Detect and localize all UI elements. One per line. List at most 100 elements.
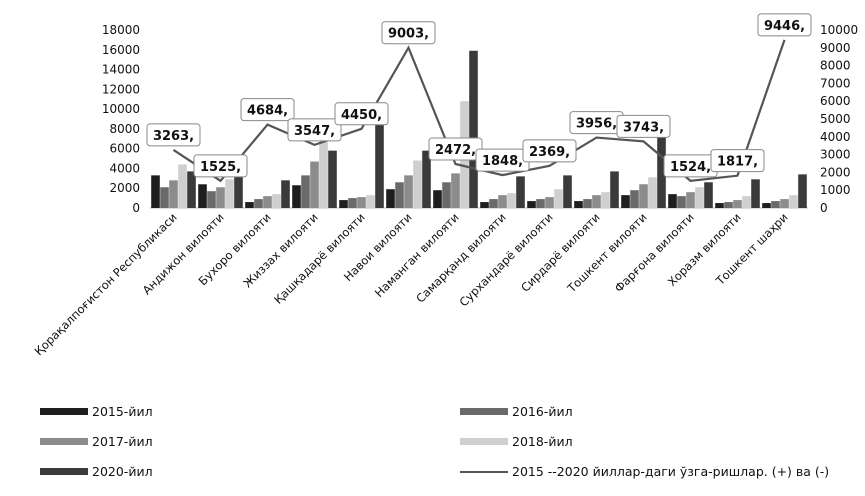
legend-label-2017: 2017-йил: [92, 434, 153, 449]
data-label-text: 3956,: [576, 117, 617, 132]
legend-label-2016: 2016-йил: [512, 404, 573, 419]
data-label-box: [146, 123, 201, 147]
right-tick-label: 0: [820, 201, 828, 215]
bar: [395, 182, 404, 208]
right-tick-label: 4000: [820, 130, 851, 144]
bar: [545, 197, 554, 208]
left-tick-label: 8000: [109, 122, 140, 136]
legend-swatch-2017: [40, 438, 88, 445]
bar: [160, 187, 169, 208]
data-label: 4684,: [240, 98, 295, 122]
bar: [516, 176, 525, 208]
category-label: Тошкент вилояти: [564, 210, 650, 296]
bar: [198, 184, 207, 208]
bar: [187, 171, 196, 208]
legend-item-2017: 2017-йил: [40, 434, 153, 449]
legend-item-2015: 2015-йил: [40, 404, 153, 419]
legend-item-change: 2015 --2020 йиллар-даги ўзга-ришлар. (+)…: [460, 464, 829, 479]
bar: [592, 195, 601, 208]
data-label: 1817,: [710, 149, 765, 173]
data-label-text: 9446,: [764, 19, 805, 34]
bar: [442, 182, 451, 208]
category-label: Сурхандарё вилояти: [456, 210, 555, 309]
data-label: 1848,: [475, 148, 530, 172]
bar: [151, 175, 160, 208]
data-label-box: [287, 118, 342, 142]
category-label: Андижон вилояти: [140, 210, 227, 297]
bar: [648, 177, 657, 208]
left-tick-label: 6000: [109, 142, 140, 156]
bar: [789, 195, 798, 208]
data-label-box: [710, 149, 765, 173]
data-label-box: [522, 139, 577, 163]
data-label-text: 4684,: [247, 104, 288, 119]
bar: [169, 180, 178, 208]
bar: [677, 196, 686, 208]
bar: [292, 185, 301, 208]
legend-item-2020: 2020-йил: [40, 464, 153, 479]
bar: [348, 198, 357, 208]
data-label: 2472,: [428, 137, 483, 161]
legend-label-2020: 2020-йил: [92, 464, 153, 479]
data-label-box: [193, 154, 248, 178]
bar: [489, 199, 498, 208]
bar: [328, 150, 337, 208]
bar: [413, 160, 422, 208]
bar: [422, 150, 431, 208]
bar: [498, 195, 507, 208]
data-label-text: 3547,: [294, 124, 335, 139]
bar-series: [150, 50, 808, 209]
category-label: Наманган вилояти: [372, 210, 462, 300]
left-tick-label: 0: [132, 201, 140, 215]
category-label: Қашқадарё вилояти: [271, 210, 368, 307]
legend-swatch-2020: [40, 468, 88, 475]
right-tick-label: 2000: [820, 165, 851, 179]
bar: [225, 179, 234, 208]
bar: [339, 200, 348, 208]
combo-chart: 0200040006000800010000120001400016000180…: [32, 13, 858, 358]
data-label: 3956,: [569, 111, 624, 135]
data-label-box: [757, 13, 812, 37]
bar: [554, 189, 563, 208]
left-tick-label: 2000: [109, 181, 140, 195]
legend-label-change: 2015 --2020 йиллар-даги ўзга-ришлар. (+)…: [512, 464, 830, 479]
data-label: 3547,: [287, 118, 342, 142]
bar: [574, 201, 583, 208]
data-label-text: 3743,: [623, 120, 664, 135]
data-label-box: [381, 21, 436, 45]
bar: [216, 187, 225, 208]
bar: [771, 201, 780, 208]
category-label: Самарқанд вилояти: [413, 210, 508, 305]
category-label: Сирдарё вилояти: [518, 210, 603, 295]
bar: [695, 187, 704, 208]
data-label: 9446,: [757, 13, 812, 37]
left-tick-label: 14000: [102, 63, 140, 77]
left-tick-label: 12000: [102, 82, 140, 96]
bar: [234, 171, 243, 208]
right-tick-label: 3000: [820, 148, 851, 162]
right-tick-label: 6000: [820, 94, 851, 108]
bar: [610, 171, 619, 208]
bar: [245, 202, 254, 208]
category-label: Фарғона вилояти: [612, 210, 697, 295]
data-label-box: [240, 98, 295, 122]
right-tick-label: 9000: [820, 41, 851, 55]
legend-swatch-2016: [460, 408, 508, 415]
data-label: 3743,: [616, 114, 671, 138]
bar: [715, 203, 724, 208]
data-label-text: 9003,: [388, 27, 429, 42]
bar: [630, 190, 639, 208]
bar: [281, 180, 290, 208]
data-label: 4450,: [334, 102, 389, 126]
bar: [563, 175, 572, 208]
data-label: 2369,: [522, 139, 577, 163]
bar: [668, 194, 677, 208]
bar: [310, 161, 319, 208]
bar: [319, 141, 328, 208]
right-tick-label: 5000: [820, 112, 851, 126]
data-label-box: [616, 114, 671, 138]
data-label-text: 1848,: [482, 154, 523, 169]
bar: [507, 193, 516, 208]
bar: [207, 191, 216, 208]
